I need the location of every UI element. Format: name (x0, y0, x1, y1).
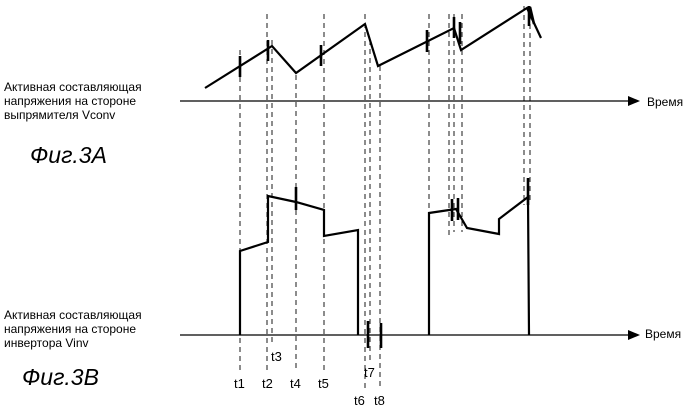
fig-b-label-line3: инвертора Vinv (4, 336, 89, 350)
fig-b-label-line2: напряжения на стороне (4, 322, 136, 336)
fig-a-event-marks (240, 6, 534, 77)
figure-3a: Активная составляющая напряжения на стор… (4, 6, 683, 168)
time-label-t5: t5 (318, 376, 329, 391)
time-label-t8: t8 (374, 393, 385, 408)
vinv-waveform-segment-2 (429, 197, 529, 335)
time-label-t6: t6 (354, 393, 365, 408)
time-label-t7: t7 (364, 365, 375, 380)
time-label-t1: t1 (234, 376, 245, 391)
fig-a-label-line1: Активная составляющая (4, 80, 142, 94)
fig-b-axis-arrow (628, 330, 640, 340)
fig-a-label-line3: выпрямителя Vconv (4, 108, 115, 122)
fig-b-label-line1: Активная составляющая (4, 308, 142, 322)
fig-a-label-line2: напряжения на стороне (4, 94, 136, 108)
time-label-t4: t4 (290, 376, 301, 391)
fig-b-caption: Фиг.3B (22, 364, 99, 390)
vconv-waveform (205, 8, 541, 88)
fig-a-caption: Фиг.3A (30, 142, 107, 168)
fig-b-axis-label: Время (645, 327, 681, 341)
fig-a-axis-label: Время (647, 95, 683, 109)
time-labels: t1 t2 t3 t4 t5 t6 t7 t8 (234, 349, 385, 408)
vinv-waveform-segment-1 (240, 196, 358, 335)
fig-b-event-marks (296, 178, 528, 348)
figure-3b: Активная составляющая напряжения на стор… (4, 178, 681, 390)
time-label-t3: t3 (271, 349, 282, 364)
fig-a-axis-arrow (628, 96, 640, 106)
time-label-t2: t2 (262, 376, 273, 391)
